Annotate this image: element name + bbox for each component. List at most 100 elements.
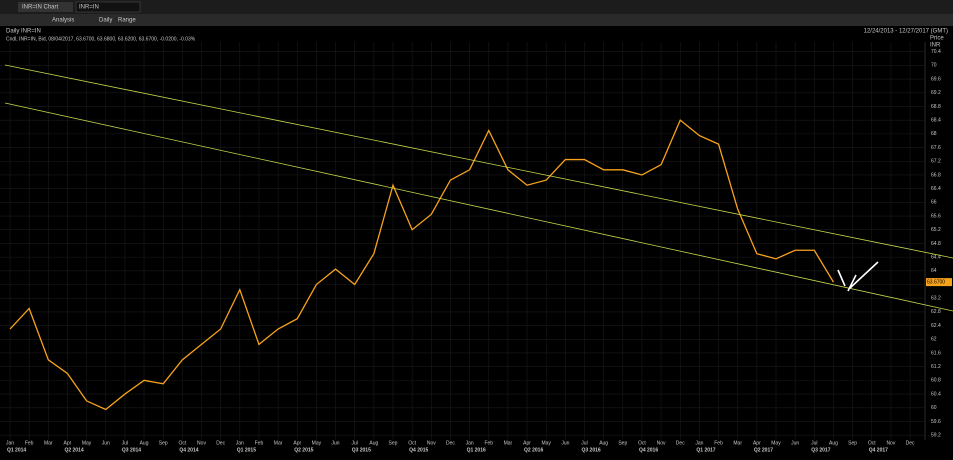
x-tick-label: Jan xyxy=(695,440,703,446)
y-tick-label: 62 xyxy=(931,337,937,343)
y-tick-label: 62.4 xyxy=(931,323,941,329)
quarter-label: Q1 2015 xyxy=(237,447,256,453)
y-tick-label: 60.4 xyxy=(931,391,941,397)
search-box[interactable] xyxy=(75,1,141,13)
x-tick-label: Jun xyxy=(102,440,110,446)
x-tick-label: Aug xyxy=(829,440,838,446)
quarter-label: Q4 2016 xyxy=(639,447,658,453)
x-tick-label: Jun xyxy=(561,440,569,446)
last-price: 63.6700 xyxy=(927,279,945,285)
quarter-label: Q1 2017 xyxy=(696,447,715,453)
y-tick-label: 65.2 xyxy=(931,227,941,233)
quarter-label: Q3 2016 xyxy=(582,447,601,453)
last-price-box xyxy=(926,278,952,287)
range-button[interactable]: Range xyxy=(118,18,136,24)
y-tick-label: 66.8 xyxy=(931,172,941,178)
y-tick-label: 59.6 xyxy=(931,419,941,425)
y-tick-label: 61.2 xyxy=(931,364,941,370)
y-tick-label: 59.2 xyxy=(931,432,941,438)
y-tick-label: 70.4 xyxy=(931,49,941,55)
x-tick-label: May xyxy=(82,440,92,446)
x-tick-label: Nov xyxy=(657,440,666,446)
x-tick-label: Mar xyxy=(44,440,53,446)
quarter-label: Q1 2016 xyxy=(467,447,486,453)
annotation-stroke xyxy=(837,261,879,292)
y-tick-label: 66 xyxy=(931,200,937,206)
y-tick-label: 67.2 xyxy=(931,159,941,165)
y-tick-label: 62.8 xyxy=(931,309,941,315)
x-tick-label: Apr xyxy=(64,440,72,446)
date-range: 12/24/2013 - 12/27/2017 (GMT) xyxy=(864,29,948,35)
y-tick-label: 68 xyxy=(931,131,937,137)
x-tick-label: Feb xyxy=(484,440,493,446)
x-tick-label: Dec xyxy=(676,440,685,446)
y-tick-label: 64.4 xyxy=(931,254,941,260)
x-tick-label: Aug xyxy=(140,440,149,446)
x-tick-label: Mar xyxy=(733,440,742,446)
quarter-label: Q2 2016 xyxy=(524,447,543,453)
y-tick-label: 61.6 xyxy=(931,350,941,356)
x-tick-label: Feb xyxy=(25,440,34,446)
analysis-button[interactable]: Analysis xyxy=(52,18,74,24)
y-tick-label: 64.8 xyxy=(931,241,941,247)
x-tick-label: Jun xyxy=(791,440,799,446)
quarter-label: Q4 2017 xyxy=(869,447,888,453)
x-tick-label: Dec xyxy=(446,440,455,446)
x-tick-label: Dec xyxy=(906,440,915,446)
x-tick-label: Oct xyxy=(178,440,186,446)
y-tick-label: 68.8 xyxy=(931,104,941,110)
trendline xyxy=(4,102,953,312)
y-tick-label: 66.4 xyxy=(931,186,941,192)
quarter-label: Q1 2014 xyxy=(7,447,26,453)
y-tick-label: 65.6 xyxy=(931,213,941,219)
y-tick-label: 67.6 xyxy=(931,145,941,151)
y-unit: INR xyxy=(930,43,941,49)
y-label: Price xyxy=(930,36,944,42)
x-tick-label: Nov xyxy=(427,440,436,446)
x-tick-label: Apr xyxy=(523,440,531,446)
x-tick-label: Jan xyxy=(6,440,14,446)
y-tick-label: 60 xyxy=(931,405,937,411)
x-tick-label: Jan xyxy=(236,440,244,446)
x-tick-label: Aug xyxy=(369,440,378,446)
y-tick-label: 70 xyxy=(931,63,937,69)
x-tick-label: Mar xyxy=(274,440,283,446)
x-tick-label: Oct xyxy=(868,440,876,446)
x-tick-label: May xyxy=(771,440,781,446)
x-tick-label: Nov xyxy=(197,440,206,446)
x-tick-label: Jun xyxy=(332,440,340,446)
search-text: INR=IN xyxy=(79,5,99,11)
x-tick-label: Jan xyxy=(466,440,474,446)
x-tick-label: Mar xyxy=(504,440,513,446)
x-tick-label: Jul xyxy=(122,440,128,446)
tab[interactable] xyxy=(18,2,73,12)
toolbar xyxy=(0,14,953,26)
x-tick-label: Apr xyxy=(753,440,761,446)
trendline xyxy=(4,64,953,259)
x-tick-label: Sep xyxy=(618,440,627,446)
x-tick-label: Sep xyxy=(389,440,398,446)
y-tick-label: 60.8 xyxy=(931,378,941,384)
x-tick-label: Aug xyxy=(599,440,608,446)
x-tick-label: Dec xyxy=(216,440,225,446)
legend: Cndl, INR=IN, Bid, 08/04/2017, 63.6700, … xyxy=(6,36,196,42)
quarter-label: Q3 2017 xyxy=(811,447,830,453)
quarter-label: Q3 2015 xyxy=(352,447,371,453)
tab-label: INR=IN Chart xyxy=(22,5,59,11)
x-tick-label: Sep xyxy=(159,440,168,446)
title-bar xyxy=(0,0,953,14)
x-tick-label: May xyxy=(312,440,322,446)
x-tick-label: Oct xyxy=(408,440,416,446)
y-tick-label: 64 xyxy=(931,268,937,274)
interval-button[interactable]: Daily xyxy=(99,18,112,24)
y-tick-label: 68.4 xyxy=(931,117,941,123)
quarter-label: Q2 2017 xyxy=(754,447,773,453)
y-tick-label: 69.2 xyxy=(931,90,941,96)
x-tick-label: Jul xyxy=(811,440,817,446)
x-tick-label: Oct xyxy=(638,440,646,446)
quarter-label: Q2 2015 xyxy=(294,447,313,453)
quarter-label: Q3 2014 xyxy=(122,447,141,453)
x-tick-label: May xyxy=(541,440,551,446)
